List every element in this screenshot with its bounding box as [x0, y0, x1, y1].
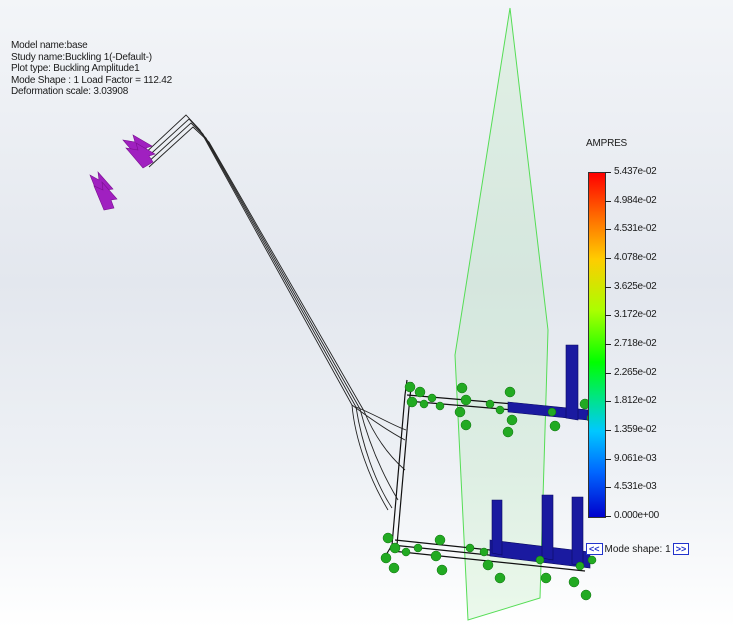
next-mode-button[interactable]: >>: [672, 543, 690, 555]
legend-title: AMPRES: [586, 138, 628, 149]
legend-label: 0.000e+00: [614, 510, 659, 521]
section-plane: [454, 7, 549, 621]
legend-tick: [605, 372, 611, 374]
wire-bundle: [139, 114, 407, 511]
fixtures-bottom: [380, 532, 597, 601]
legend-tick: [605, 229, 611, 231]
legend-tick: [605, 516, 611, 517]
legend-tick: [605, 172, 611, 173]
fixtures-top: [404, 381, 605, 438]
legend-label: 4.984e-02: [614, 194, 657, 206]
mode-shape-label: Mode shape: 1: [604, 543, 671, 555]
legend-color-bar[interactable]: [588, 172, 606, 518]
mode-shape-navigator: << Mode shape: 1 >>: [586, 542, 690, 556]
legend-tick: [605, 401, 611, 403]
legend-label: 1.359e-02: [614, 424, 657, 435]
mode-shape-info: Mode Shape : 1 Load Factor = 112.42: [11, 74, 172, 86]
legend-label: 3.625e-02: [614, 280, 657, 292]
legend-label: 2.718e-02: [614, 338, 657, 349]
study-info: Model name:base Study name:Buckling 1(-D…: [11, 40, 172, 98]
legend-label: 4.078e-02: [614, 252, 657, 263]
legend-tick: [605, 286, 611, 288]
legend-label: 4.531e-02: [614, 223, 657, 235]
prev-mode-button[interactable]: <<: [586, 543, 603, 555]
deformation-scale: Deformation scale: 3.03908: [11, 86, 129, 97]
legend-tick: [605, 258, 611, 259]
legend-tick: [605, 315, 611, 317]
plot-type: Plot type: Buckling Amplitude1: [11, 63, 140, 74]
legend-label: 4.531e-03: [614, 481, 657, 493]
load-arrows-left: [89, 171, 118, 211]
model-name: Model name:base: [11, 40, 88, 51]
legend-label: 5.437e-02: [614, 166, 657, 177]
load-arrows-top: [122, 134, 156, 169]
legend-tick: [605, 430, 611, 431]
blue-beams: [489, 344, 591, 569]
study-name: Study name:Buckling 1(-Default-): [11, 51, 152, 63]
legend-label: 1.812e-02: [614, 395, 657, 407]
legend-tick: [605, 200, 611, 202]
legend-label: 3.172e-02: [614, 309, 657, 321]
legend-label: 2.265e-02: [614, 366, 657, 378]
legend-tick: [605, 458, 611, 460]
legend-tick: [605, 487, 611, 489]
legend-label: 9.061e-03: [614, 452, 657, 464]
legend-tick: [605, 344, 611, 345]
